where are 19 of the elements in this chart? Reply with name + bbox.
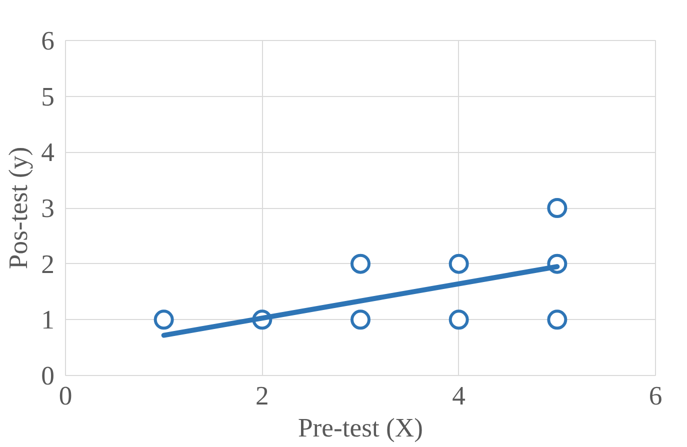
y-tick-label: 1 [41,304,54,335]
point [350,310,370,330]
y-tick-label: 5 [41,81,54,112]
x-axis-title: Pre-test (X) [298,412,424,442]
y-tick-label: 2 [41,248,54,279]
y-tick-label: 0 [41,360,54,390]
y-tick-label: 6 [41,26,54,56]
x-tick-label: 2 [256,380,269,410]
y-tick-label: 4 [41,137,54,168]
point [547,310,568,330]
point [448,254,469,274]
point [448,310,469,330]
point [350,254,370,274]
x-tick-label: 6 [648,380,662,410]
x-tick-label: 4 [452,380,466,410]
y-axis-title: Pos-test (y) [3,146,34,270]
point [547,198,568,218]
y-tick-label: 3 [41,193,54,223]
point [154,310,174,330]
